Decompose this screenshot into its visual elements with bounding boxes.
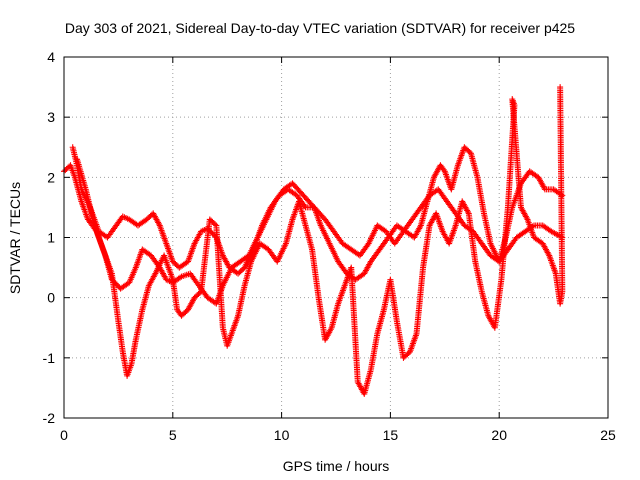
y-tick-label: -1 [43, 350, 56, 366]
y-tick-label: 3 [47, 109, 55, 125]
data-point [557, 84, 564, 91]
plot-frame [63, 56, 609, 419]
data-point [196, 289, 203, 296]
x-tick-label: 20 [491, 427, 507, 443]
y-tick-label: 1 [47, 230, 55, 246]
series-track-2 [69, 144, 566, 283]
x-tick-label: 10 [274, 427, 290, 443]
x-tick-label: 5 [169, 427, 177, 443]
data-point [212, 221, 219, 228]
x-tick-label: 0 [60, 427, 68, 443]
y-tick-label: 2 [47, 169, 55, 185]
series-track-3 [74, 84, 566, 397]
data-points [61, 84, 566, 397]
x-axis-label: GPS time / hours [283, 458, 390, 474]
y-tick-label: 0 [47, 290, 55, 306]
chart-title: Day 303 of 2021, Sidereal Day-to-day VTE… [65, 20, 575, 36]
x-tick-label: 15 [383, 427, 399, 443]
y-axis-label: SDTVAR / TECUs [7, 182, 23, 294]
y-tick-label: -2 [43, 410, 56, 426]
x-tick-label: 25 [600, 427, 616, 443]
y-tick-label: 4 [47, 49, 55, 65]
